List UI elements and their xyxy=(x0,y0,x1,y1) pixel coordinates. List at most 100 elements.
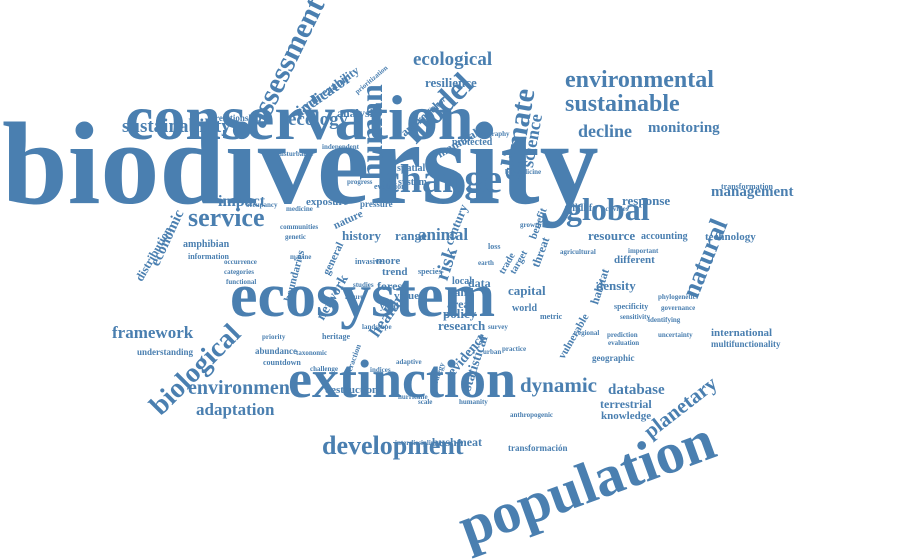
word-marine: marine xyxy=(290,253,312,262)
word-resource: resource xyxy=(588,227,636,243)
word-yield: yield xyxy=(380,301,399,312)
word-invasive: invasive xyxy=(355,257,383,267)
word-spatial: spatial xyxy=(397,162,426,174)
word-range: range xyxy=(395,227,427,243)
word-capital: capital xyxy=(508,282,546,298)
word-agricultural: agricultural xyxy=(560,248,596,257)
word-change: change xyxy=(382,156,502,201)
word-bushmeat: bushmeat xyxy=(432,434,483,449)
word-growth: growth xyxy=(520,221,542,230)
word-global: global xyxy=(566,190,650,227)
word-pressure: pressure xyxy=(360,199,393,210)
word-environmental: environmental xyxy=(565,66,714,93)
word-terrestrial: terrestrial xyxy=(600,396,652,411)
word-protected: protected xyxy=(452,136,493,148)
word-land: land xyxy=(451,284,474,299)
word-functional: functional xyxy=(226,278,257,287)
word-ecological: ecological xyxy=(413,48,493,70)
word-governance: governance xyxy=(661,304,696,313)
word-management: management xyxy=(711,184,794,201)
word-geographic: geographic xyxy=(592,353,635,364)
word-transformacion: transformación xyxy=(508,443,568,454)
word-local: local xyxy=(452,275,472,287)
word-abundance: abundance xyxy=(255,346,298,357)
word-studies: studies xyxy=(353,281,374,290)
word-sustainable: sustainable xyxy=(565,90,680,117)
word-technology: technology xyxy=(705,230,756,243)
word-understanding: understanding xyxy=(137,347,194,358)
word-humanity: humanity xyxy=(459,398,488,407)
word-ecology: ecology xyxy=(288,108,349,130)
word-disturbance: disturbance xyxy=(278,150,314,159)
word-world: world xyxy=(512,302,537,314)
word-biodiversity: biodiversity xyxy=(2,97,599,229)
word-progress: progress xyxy=(347,178,373,187)
word-uncertainty: uncertainty xyxy=(658,331,693,340)
word-categories: categories xyxy=(224,268,254,277)
word-knowledge: knowledge xyxy=(601,409,652,422)
word-threat: threat xyxy=(528,234,553,269)
word-density: density xyxy=(596,277,636,293)
word-ecosystem: ecosystem xyxy=(230,262,496,331)
word-activities: activities xyxy=(602,205,629,214)
word-human: human xyxy=(352,83,389,180)
word-relationship: relationship xyxy=(215,113,261,124)
word-different: different xyxy=(614,253,655,266)
word-geography: geography xyxy=(478,130,510,139)
word-environment: environment xyxy=(188,377,297,399)
word-wildlife: wildlife xyxy=(565,202,597,214)
word-more: more xyxy=(376,254,401,267)
word-decline: decline xyxy=(578,120,632,141)
word-multifunctionality: multifunctionality xyxy=(711,339,781,350)
word-development: development xyxy=(322,430,464,460)
word-area: area xyxy=(447,296,470,311)
word-evolution: evolution xyxy=(374,182,406,192)
word-taxonomic: taxonomic xyxy=(296,349,328,358)
word-scale: scale xyxy=(418,398,433,407)
word-anthropogenic: anthropogenic xyxy=(510,411,554,420)
word-natural: natural xyxy=(675,214,734,302)
word-metric: metric xyxy=(540,312,563,322)
word-challenge: challenge xyxy=(310,365,338,374)
word-medicine: medicine xyxy=(286,205,313,214)
word-analysis: analysis xyxy=(337,105,378,120)
word-genetic: genetic xyxy=(285,233,306,242)
word-data: data xyxy=(468,275,491,290)
word-forest: forest xyxy=(377,278,407,293)
word-monitoring: monitoring xyxy=(648,120,720,137)
word-occupancy: occupancy xyxy=(246,201,278,210)
word-biomedicine: biomedicine xyxy=(505,168,542,177)
word-service: service xyxy=(188,202,265,232)
word-dynamic: dynamic xyxy=(520,373,598,398)
word-system: system xyxy=(398,176,427,188)
word-countdown: countdown xyxy=(263,358,301,368)
word-framework: framework xyxy=(112,322,194,342)
word-history: history xyxy=(342,227,381,243)
word-communities: communities xyxy=(280,223,319,232)
word-prediction: prediction xyxy=(607,331,638,340)
word-exposure: exposure xyxy=(306,195,348,208)
word-sensitivity: sensitivity xyxy=(620,313,650,322)
word-phylogenetic: phylogenetic xyxy=(658,293,696,302)
word-urban: urban xyxy=(483,348,502,357)
word-important: important xyxy=(628,247,659,256)
word-database: database xyxy=(608,382,665,399)
word-conservation: conservation xyxy=(125,81,474,153)
word-regional: regional xyxy=(575,329,600,338)
word-population: population xyxy=(449,406,724,559)
word-interdisciplinary: interdisciplinary xyxy=(395,439,445,448)
word-survey: survey xyxy=(488,323,508,332)
word-extinction: extinction xyxy=(288,349,516,410)
word-sustainability: sustainability xyxy=(122,115,231,137)
word-resilience: resilience xyxy=(425,74,477,90)
word-value: value xyxy=(394,289,420,302)
word-future: future xyxy=(345,293,364,302)
word-practice: practice xyxy=(502,345,527,354)
word-research: research xyxy=(438,317,486,333)
word-independent: independent xyxy=(322,143,359,152)
word-heritage: heritage xyxy=(322,332,350,342)
word-trend: trend xyxy=(382,265,408,278)
word-policy: policy xyxy=(443,305,477,321)
word-earth: earth xyxy=(478,259,494,268)
